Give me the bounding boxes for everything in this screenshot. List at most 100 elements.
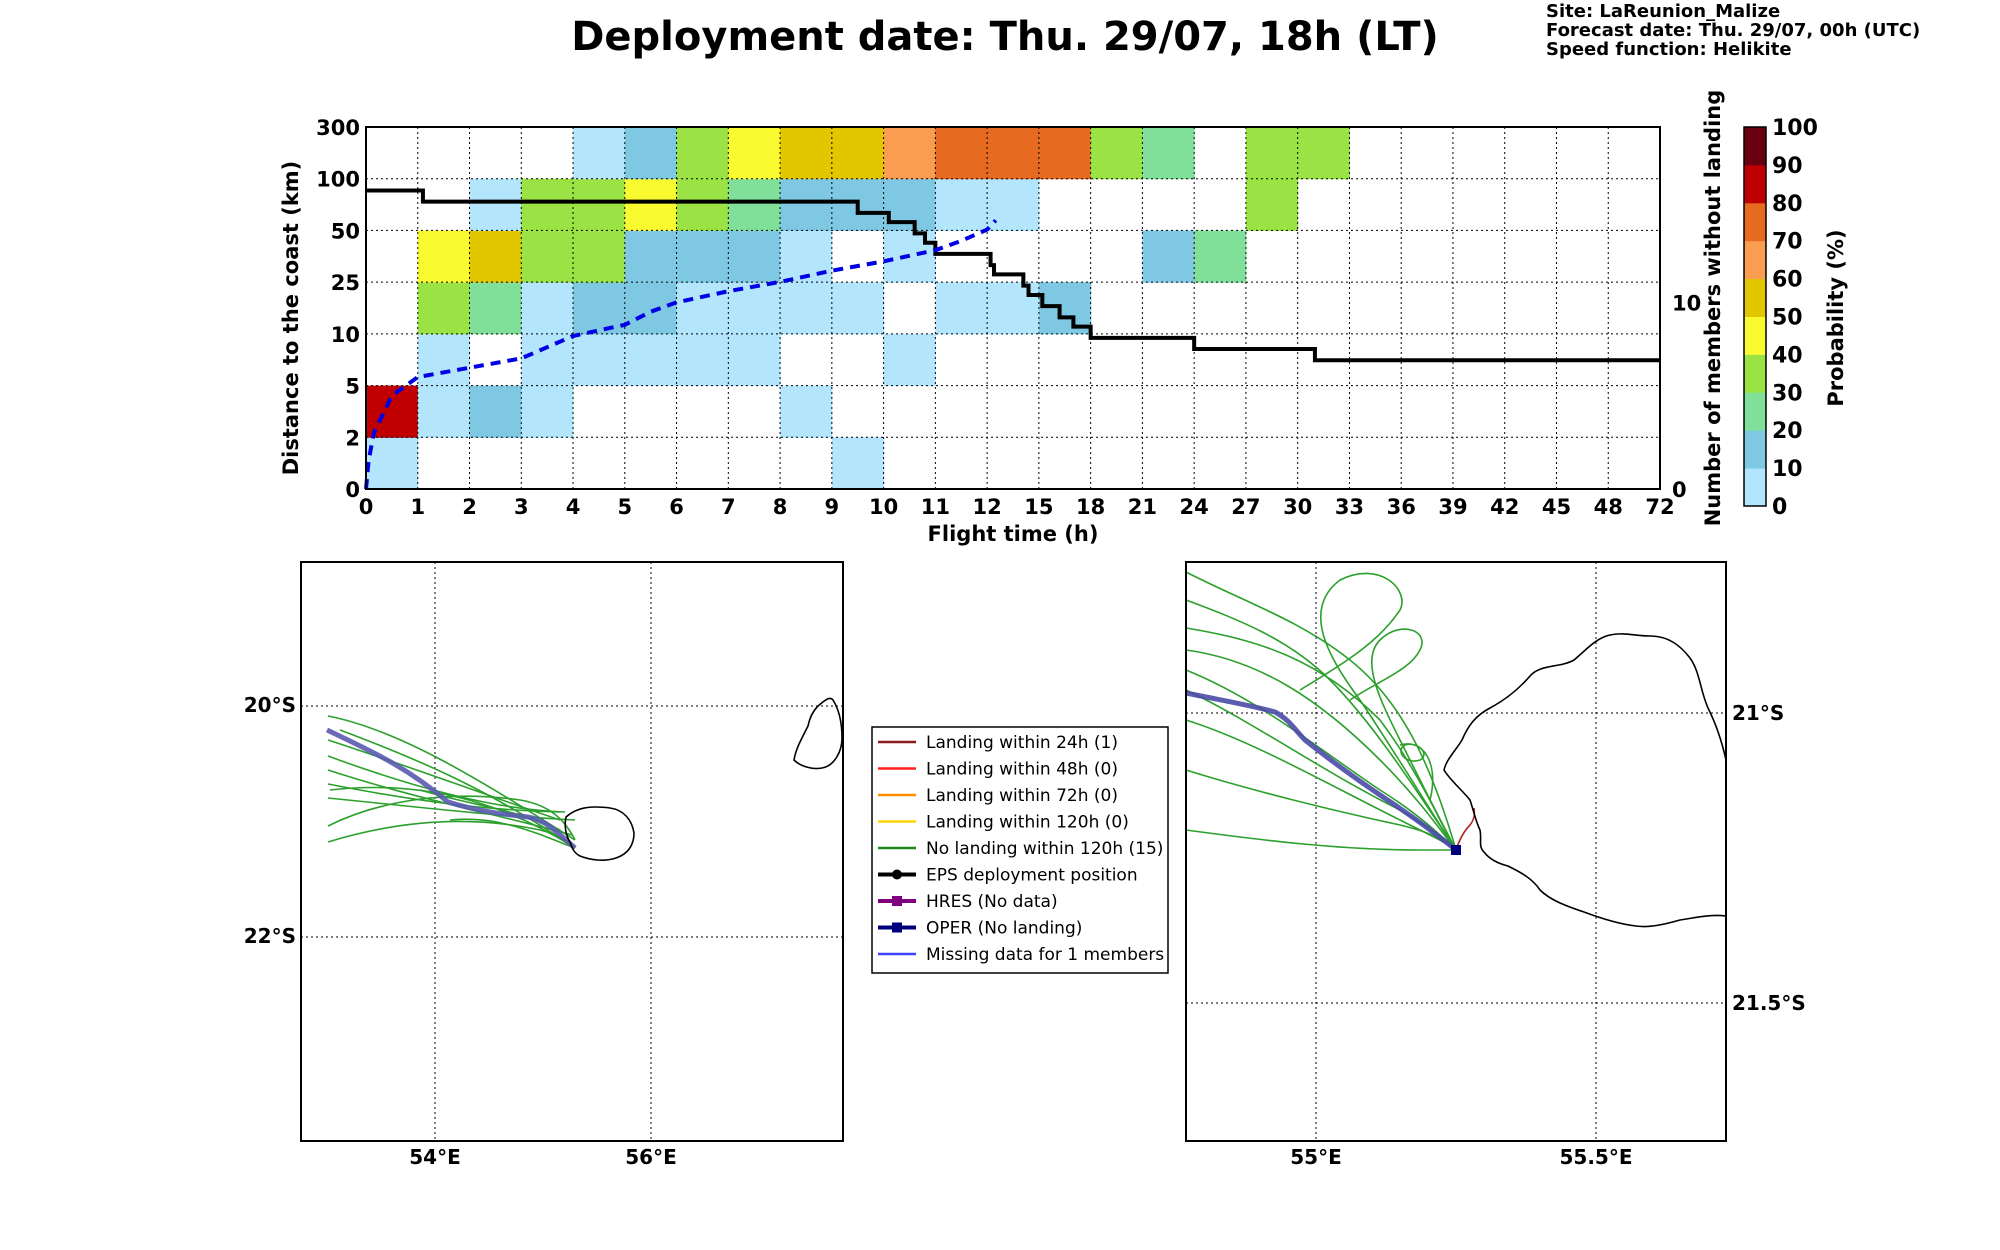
colorbar-tick-label: 50: [1772, 306, 1803, 331]
heatmap-cell: [469, 282, 522, 335]
heatmap-frame: [365, 126, 1661, 490]
colorbar-frame: [1743, 126, 1767, 507]
x-tick-label: 9: [825, 495, 840, 519]
heatmap-cell: [987, 282, 1040, 335]
heatmap-cell: [1142, 230, 1195, 283]
heatmap-cell: [831, 282, 885, 335]
x-tick-label: 33: [1335, 495, 1364, 519]
x-tick-label: 39: [1438, 495, 1467, 519]
legend-label: Landing within 72h (0): [926, 786, 1118, 806]
colorbar-tick-label: 80: [1772, 192, 1803, 217]
oper-trajectory: [325, 727, 577, 850]
site-label: Site: LaReunion_Malize: [1546, 1, 1781, 22]
heatmap-cell: [521, 385, 574, 438]
heatmap-cell: [573, 333, 626, 387]
colorbar-tick-label: 30: [1772, 381, 1803, 406]
colorbar-swatch: [1744, 392, 1766, 431]
colorbar-tick-label: 100: [1772, 116, 1818, 141]
lat-label: 21.5°S: [1732, 991, 1806, 1015]
heatmap-cell: [521, 282, 574, 335]
heatmap-cell: [417, 230, 471, 283]
colorbar-swatch: [1744, 127, 1766, 166]
heatmap-cell: [831, 437, 885, 490]
x-tick-label: 48: [1594, 495, 1623, 519]
x-tick-label: 11: [921, 495, 950, 519]
legend-marker: [892, 896, 902, 906]
colorbar-swatch: [1744, 430, 1766, 469]
y-tick-label: 10: [331, 323, 360, 347]
x-tick-label: 5: [617, 495, 632, 519]
heatmap-chart: 0 1 2 3 4 5 6 7 8 9 10 11 12 15 18 21 24 27 30 33 36 39 42 45 48…: [279, 90, 1848, 546]
colorbar-tick-label: 40: [1772, 343, 1803, 368]
colorbar-tick-label: 60: [1772, 268, 1803, 293]
y2-tick-labels: 0 10: [1672, 291, 1701, 502]
heatmap-cell: [624, 333, 678, 387]
legend: Landing within 24h (1) Landing within 48h…: [871, 726, 1169, 974]
lat-label: 20°S: [244, 693, 296, 717]
y2-tick-label: 0: [1672, 478, 1687, 502]
heatmap-cell: [676, 282, 729, 335]
x-tick-label: 27: [1231, 495, 1260, 519]
legend-label: Landing within 120h (0): [926, 813, 1129, 833]
lon-label: 56°E: [625, 1145, 677, 1169]
heatmap-cell: [366, 437, 419, 490]
colorbar-swatch: [1744, 278, 1766, 317]
x-tick-label: 8: [773, 495, 788, 519]
y-tick-label: 2: [345, 426, 360, 450]
legend-marker: [892, 922, 902, 933]
y-tick-label: 5: [345, 375, 360, 399]
colorbar-swatch: [1744, 164, 1766, 204]
heatmap-cell: [521, 333, 574, 387]
trajectories: [327, 715, 576, 849]
lon-label: 54°E: [409, 1145, 461, 1169]
x-tick-label: 10: [869, 495, 898, 519]
lon-label: 55°E: [1290, 1145, 1342, 1169]
heatmap-cell: [780, 282, 833, 335]
run-info: Site: LaReunion_Malize Forecast date: Th…: [1546, 2, 1920, 59]
colorbar-swatch: [1744, 468, 1766, 507]
heatmap-cell: [780, 178, 833, 231]
heatmap-cell: [469, 230, 522, 283]
heatmap-grid: [366, 127, 1660, 489]
x-tick-label: 12: [973, 495, 1002, 519]
oper-deployment-marker: [1451, 845, 1461, 855]
heatmap-cell: [469, 385, 522, 438]
heatmap-cell: [521, 230, 574, 283]
heatmap-cell: [780, 385, 833, 438]
y-tick-label: 100: [316, 168, 360, 192]
x-tick-label: 1: [410, 495, 425, 519]
heatmap-cell: [987, 178, 1040, 231]
colorbar-tick-label: 10: [1772, 457, 1803, 482]
heatmap-cell: [1194, 230, 1247, 283]
heatmap-cell: [883, 333, 936, 387]
y-tick-label: 0: [345, 478, 360, 502]
legend-frame: [871, 726, 1169, 974]
legend-label: Landing within 48h (0): [926, 760, 1118, 780]
heatmap-cell: [624, 127, 678, 180]
x-tick-label: 45: [1542, 495, 1571, 519]
legend-label: HRES (No data): [926, 892, 1058, 912]
heatmap-cell: [883, 127, 936, 180]
speed-function-label: Speed function: Helikite: [1546, 39, 1792, 60]
reunion-coastline: [564, 806, 635, 861]
y-axis-label: Distance to the coast (km): [279, 161, 303, 476]
colorbar-tick-label: 70: [1772, 230, 1803, 255]
x-tick-label: 6: [669, 495, 684, 519]
lat-label: 22°S: [244, 924, 296, 948]
colorbar-swatch: [1744, 240, 1766, 280]
heatmap-cell: [987, 127, 1040, 180]
heatmap-cell: [521, 178, 574, 231]
heatmap-cell: [935, 127, 988, 180]
heatmap-cell: [676, 178, 729, 231]
reunion-coastline: [1443, 633, 1727, 928]
heatmap-cell: [676, 230, 729, 283]
map-left: 20°S 22°S 54°E 56°E: [244, 561, 844, 1169]
x-tick-label: 72: [1645, 495, 1674, 519]
legend-label: No landing within 120h (15): [926, 839, 1163, 859]
heatmap-cell: [624, 178, 678, 231]
x-tick-label: 2: [462, 495, 477, 519]
x-tick-label: 7: [721, 495, 736, 519]
page-title: Deployment date: Thu. 29/07, 18h (LT): [571, 14, 1439, 60]
